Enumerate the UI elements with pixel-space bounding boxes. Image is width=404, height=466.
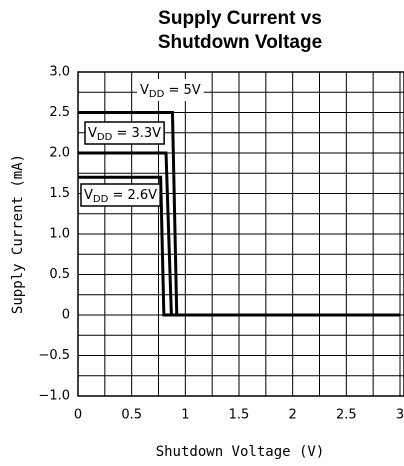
y-tick-label: 2.0 xyxy=(49,146,70,161)
y-tick-label: 0 xyxy=(62,308,70,323)
y-tick-label: 3.0 xyxy=(49,65,70,80)
x-tick-label: 3 xyxy=(396,408,404,423)
x-axis-label: Shutdown Voltage (V) xyxy=(156,444,325,460)
y-tick-label: 1.5 xyxy=(49,186,70,201)
legend-label: VDD = 2.6V xyxy=(84,188,157,206)
x-tick-label: 2.5 xyxy=(336,408,357,423)
x-tick-label: 0 xyxy=(74,408,82,423)
x-tick-label: 1 xyxy=(181,408,189,423)
legend-label: VDD = 3.3V xyxy=(88,126,161,144)
legend-label: VDD = 5V xyxy=(140,83,201,101)
y-tick-label: −1.0 xyxy=(38,389,70,404)
plot-frame xyxy=(77,71,404,397)
label-box xyxy=(80,183,161,207)
label-box xyxy=(84,121,165,145)
label-box xyxy=(137,79,204,101)
x-tick-label: 0.5 xyxy=(121,408,142,423)
y-tick-label: 0.5 xyxy=(49,267,70,282)
y-axis-label: Supply Current (mA) xyxy=(10,154,26,314)
y-tick-label: −0.5 xyxy=(38,348,70,363)
y-tick-label: 2.5 xyxy=(49,105,70,120)
line xyxy=(78,175,400,317)
x-tick-label: 1.5 xyxy=(229,408,250,423)
y-tick-label: 1.0 xyxy=(49,227,70,242)
x-tick-label: 2 xyxy=(289,408,297,423)
chart-title: Supply Current vs xyxy=(158,8,322,29)
chart-title: Shutdown Voltage xyxy=(158,32,322,53)
